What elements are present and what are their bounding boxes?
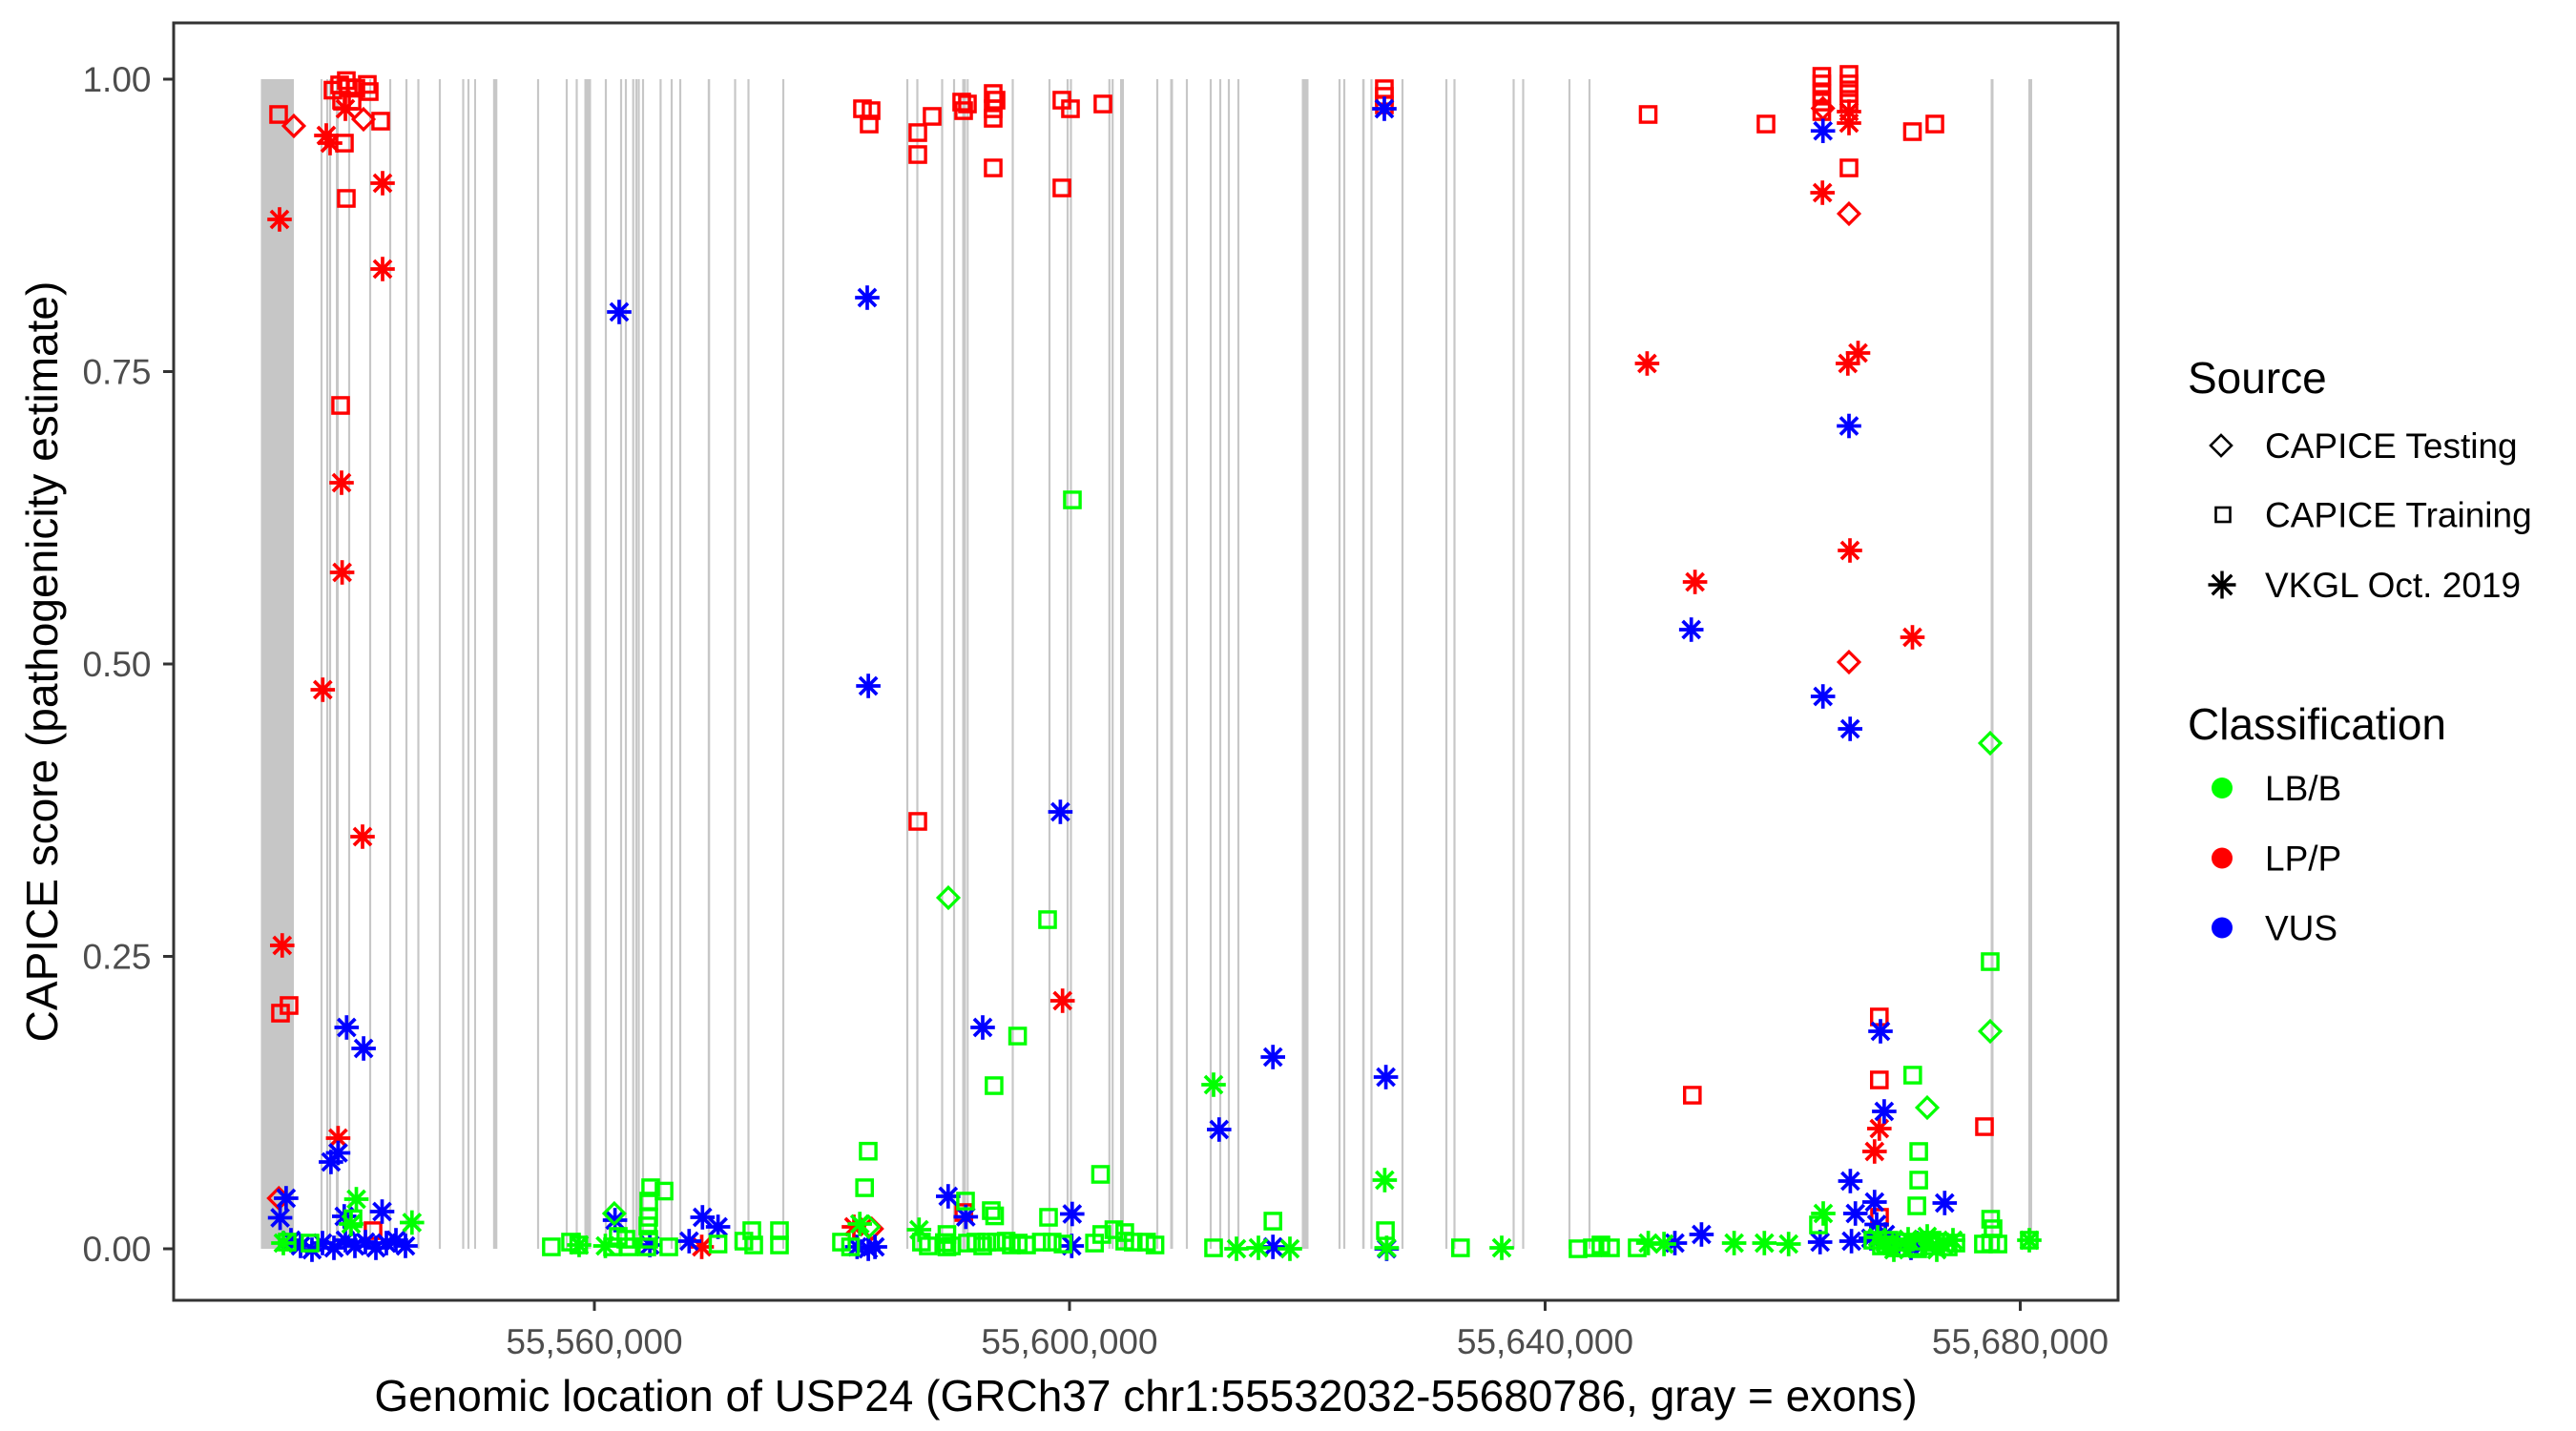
svg-text:VKGL Oct. 2019: VKGL Oct. 2019	[2265, 566, 2521, 605]
svg-text:VUS: VUS	[2265, 909, 2337, 948]
svg-text:LB/B: LB/B	[2265, 769, 2341, 808]
svg-text:0.75: 0.75	[82, 353, 151, 392]
svg-text:Source: Source	[2188, 353, 2327, 403]
svg-text:CAPICE Training: CAPICE Training	[2265, 496, 2532, 535]
svg-text:0.50: 0.50	[82, 645, 151, 684]
svg-text:55,680,000: 55,680,000	[1932, 1322, 2109, 1361]
svg-text:1.00: 1.00	[82, 60, 151, 99]
svg-text:55,640,000: 55,640,000	[1457, 1322, 1633, 1361]
svg-text:CAPICE score (pathogenicity es: CAPICE score (pathogenicity estimate)	[17, 281, 67, 1043]
svg-text:LP/P: LP/P	[2265, 840, 2341, 879]
svg-text:0.00: 0.00	[82, 1230, 151, 1269]
svg-text:Classification: Classification	[2188, 699, 2446, 749]
svg-text:55,560,000: 55,560,000	[506, 1322, 682, 1361]
svg-text:0.25: 0.25	[82, 938, 151, 977]
svg-text:Genomic location of USP24 (GRC: Genomic location of USP24 (GRCh37 chr1:5…	[374, 1371, 1917, 1421]
svg-text:55,600,000: 55,600,000	[981, 1322, 1157, 1361]
svg-text:CAPICE Testing: CAPICE Testing	[2265, 426, 2518, 466]
